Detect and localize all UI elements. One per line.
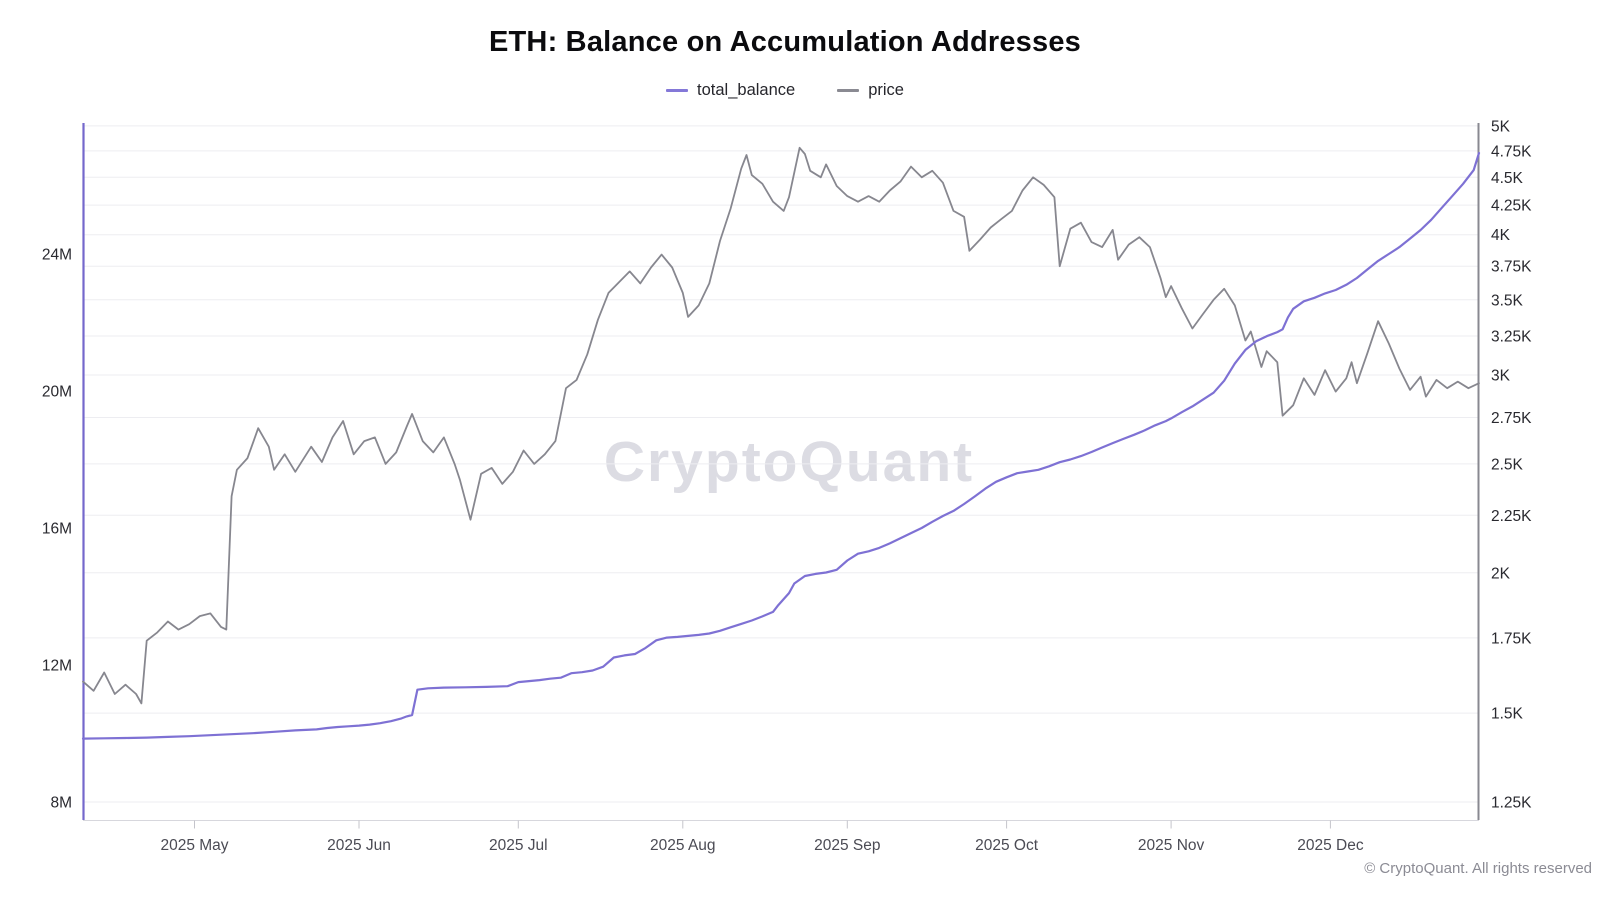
x-tick-label: 2025 Aug xyxy=(650,837,716,854)
legend-item-price[interactable]: price xyxy=(837,81,904,100)
right-axis-tick-label: 4.75K xyxy=(1491,143,1532,160)
x-tick-label: 2025 Oct xyxy=(975,837,1039,854)
series-total_balance xyxy=(81,151,1481,740)
series-price xyxy=(82,146,1480,705)
right-axis-tick-label: 1.75K xyxy=(1491,630,1532,647)
right-axis-tick-label: 3.75K xyxy=(1491,259,1532,276)
legend-item-total-balance[interactable]: total_balance xyxy=(666,81,795,100)
legend-label: total_balance xyxy=(697,80,796,99)
legend: total_balance price xyxy=(0,79,1570,101)
right-axis-tick-label: 3.25K xyxy=(1491,329,1532,346)
right-axis-tick-label: 4.5K xyxy=(1491,170,1524,187)
chart-title: ETH: Balance on Accumulation Addresses xyxy=(488,26,1082,58)
legend-swatch-total-balance-line xyxy=(666,88,689,92)
legend-swatch-price-line xyxy=(837,88,860,92)
right-axis-tick-label: 4K xyxy=(1491,227,1511,244)
left-axis-tick-label: 20M xyxy=(42,384,72,401)
left-axis-tick-label: 12M xyxy=(42,658,72,675)
x-tick-label: 2025 May xyxy=(160,837,228,854)
left-axis-tick-label: 24M xyxy=(42,247,72,264)
x-tick-label: 2025 Dec xyxy=(1297,837,1364,854)
right-axis-tick-label: 2K xyxy=(1491,565,1511,582)
right-axis-tick-label: 1.5K xyxy=(1491,706,1524,723)
cryptoquant-watermark: CryptoQuant xyxy=(603,430,975,494)
left-axis-tick-label: 8M xyxy=(50,795,72,812)
copyright-text: © CryptoQuant. All rights reserved xyxy=(1364,860,1592,877)
x-tick-label: 2025 Sep xyxy=(814,837,880,854)
legend-label: price xyxy=(868,80,904,99)
right-axis-tick-label: 2.5K xyxy=(1491,456,1524,473)
x-tick-label: 2025 Jun xyxy=(327,837,391,854)
right-axis-tick-label: 3.5K xyxy=(1491,292,1524,309)
x-tick-label: 2025 Nov xyxy=(1138,837,1205,854)
x-tick-label: 2025 Jul xyxy=(489,837,548,854)
right-axis-tick-label: 2.75K xyxy=(1491,410,1532,427)
right-axis-tick-label: 3K xyxy=(1491,368,1511,385)
right-axis-tick-label: 5K xyxy=(1491,118,1511,135)
right-axis-tick-label: 2.25K xyxy=(1491,508,1532,525)
right-axis-tick-label: 1.25K xyxy=(1491,795,1532,812)
left-axis-tick-label: 16M xyxy=(42,521,72,538)
right-axis-tick-label: 4.25K xyxy=(1491,198,1532,215)
